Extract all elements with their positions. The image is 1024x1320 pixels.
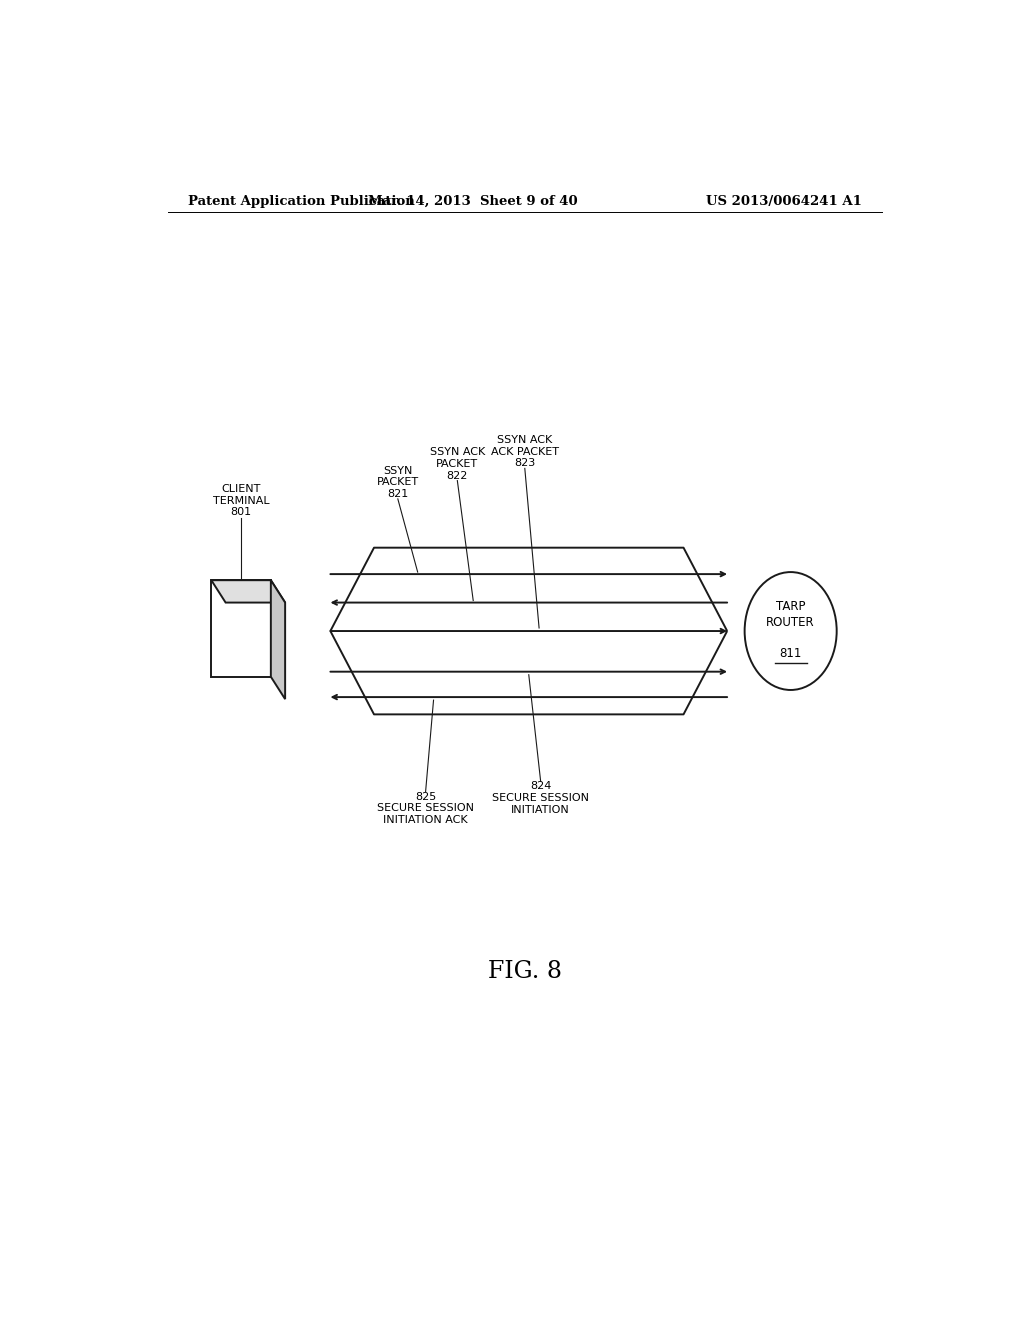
Text: 824
SECURE SESSION
INITIATION: 824 SECURE SESSION INITIATION xyxy=(493,781,589,814)
Text: 811: 811 xyxy=(779,647,802,660)
Text: SSYN ACK
PACKET
822: SSYN ACK PACKET 822 xyxy=(430,447,485,480)
Text: SSYN
PACKET
821: SSYN PACKET 821 xyxy=(377,466,419,499)
Text: SSYN ACK
ACK PACKET
823: SSYN ACK ACK PACKET 823 xyxy=(490,436,559,469)
Text: CLIENT
TERMINAL
801: CLIENT TERMINAL 801 xyxy=(213,484,269,517)
Polygon shape xyxy=(211,581,285,602)
Text: Patent Application Publication: Patent Application Publication xyxy=(187,194,415,207)
Polygon shape xyxy=(270,581,285,700)
Text: TARP
ROUTER: TARP ROUTER xyxy=(766,601,815,630)
Circle shape xyxy=(744,572,837,690)
Bar xyxy=(211,581,270,677)
Text: Mar. 14, 2013  Sheet 9 of 40: Mar. 14, 2013 Sheet 9 of 40 xyxy=(369,194,578,207)
Text: US 2013/0064241 A1: US 2013/0064241 A1 xyxy=(707,194,862,207)
Text: FIG. 8: FIG. 8 xyxy=(487,960,562,983)
Text: 825
SECURE SESSION
INITIATION ACK: 825 SECURE SESSION INITIATION ACK xyxy=(377,792,474,825)
